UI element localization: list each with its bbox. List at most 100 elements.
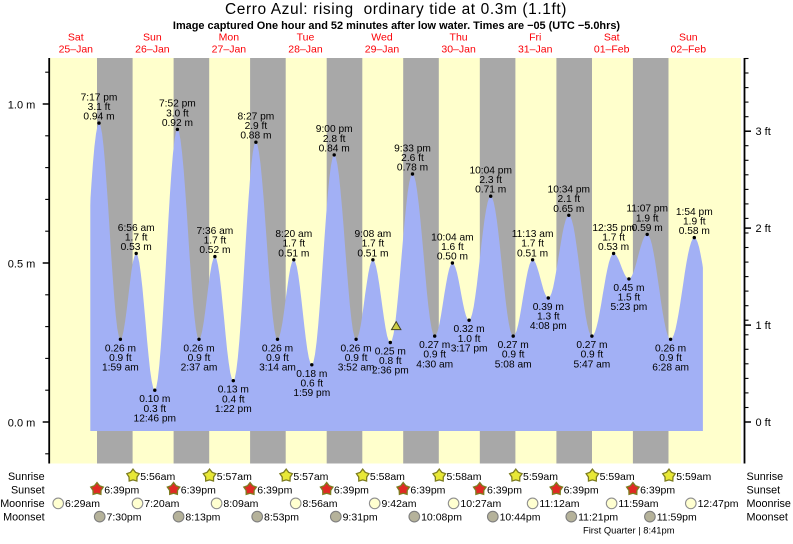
svg-text:Fri: Fri (529, 31, 541, 43)
svg-text:Sat: Sat (68, 31, 84, 43)
svg-text:Moonset: Moonset (747, 511, 788, 523)
svg-text:0.10 m: 0.10 m (139, 394, 170, 405)
svg-text:Moonset: Moonset (3, 511, 44, 523)
svg-text:0.9 ft: 0.9 ft (581, 350, 604, 361)
svg-text:11:21pm: 11:21pm (578, 511, 618, 523)
svg-text:1.9 ft: 1.9 ft (683, 217, 706, 228)
svg-text:1.9 ft: 1.9 ft (636, 213, 659, 224)
svg-text:1:22 pm: 1:22 pm (215, 404, 252, 415)
svg-text:9:33 pm: 9:33 pm (394, 143, 431, 154)
svg-text:7:30pm: 7:30pm (107, 511, 142, 523)
svg-text:12:46 pm: 12:46 pm (134, 413, 176, 424)
svg-text:1.0 ft: 1.0 ft (458, 334, 481, 345)
svg-text:6:39pm: 6:39pm (334, 484, 369, 496)
svg-text:Sunset: Sunset (11, 484, 45, 496)
svg-text:1.7 ft: 1.7 ft (125, 232, 148, 243)
svg-text:0.39 m: 0.39 m (533, 302, 564, 313)
svg-text:5:59am: 5:59am (600, 471, 635, 483)
svg-text:9:08 am: 9:08 am (354, 229, 391, 240)
svg-text:8:56am: 8:56am (303, 498, 338, 510)
svg-text:Sun: Sun (679, 31, 698, 43)
svg-text:6:39pm: 6:39pm (640, 484, 675, 496)
svg-text:2:37 am: 2:37 am (181, 363, 218, 374)
svg-text:0.27 m: 0.27 m (498, 340, 529, 351)
svg-text:5:58am: 5:58am (447, 471, 482, 483)
svg-text:0.9 ft: 0.9 ft (659, 353, 682, 364)
svg-text:25–Jan: 25–Jan (59, 43, 94, 55)
svg-text:11:07 pm: 11:07 pm (626, 204, 668, 215)
svg-text:First Quarter | 8:41pm: First Quarter | 8:41pm (583, 525, 675, 536)
svg-text:8:27 pm: 8:27 pm (237, 112, 274, 123)
svg-text:0.88 m: 0.88 m (240, 131, 271, 142)
svg-text:0.51 m: 0.51 m (357, 248, 388, 259)
svg-text:1:59 pm: 1:59 pm (293, 388, 330, 399)
svg-text:0.27 m: 0.27 m (419, 340, 450, 351)
svg-text:1.7 ft: 1.7 ft (521, 239, 544, 250)
svg-text:Tue: Tue (297, 31, 315, 43)
svg-text:Sunrise: Sunrise (8, 471, 45, 483)
svg-text:0.53 m: 0.53 m (598, 242, 629, 253)
svg-text:0.4 ft: 0.4 ft (222, 394, 245, 405)
svg-text:0.26 m: 0.26 m (105, 343, 136, 354)
svg-text:02–Feb: 02–Feb (670, 43, 706, 55)
svg-text:28–Jan: 28–Jan (288, 43, 323, 55)
svg-text:3.1 ft: 3.1 ft (88, 102, 111, 113)
svg-text:1:54 pm: 1:54 pm (676, 207, 713, 218)
svg-text:3:17 pm: 3:17 pm (451, 343, 488, 354)
svg-text:0.9 ft: 0.9 ft (345, 353, 368, 364)
svg-text:0.8 ft: 0.8 ft (379, 356, 402, 367)
svg-text:30–Jan: 30–Jan (441, 43, 476, 55)
svg-text:5:08 am: 5:08 am (495, 359, 532, 370)
svg-text:7:17 pm: 7:17 pm (81, 92, 118, 103)
svg-text:0.9 ft: 0.9 ft (502, 350, 525, 361)
svg-text:1 ft: 1 ft (756, 320, 771, 332)
svg-text:6:39pm: 6:39pm (181, 484, 216, 496)
svg-text:0.78 m: 0.78 m (397, 163, 428, 174)
svg-text:5:23 pm: 5:23 pm (610, 302, 647, 313)
svg-text:0.71 m: 0.71 m (475, 185, 506, 196)
svg-text:10:08pm: 10:08pm (421, 511, 462, 523)
svg-text:3:52 am: 3:52 am (338, 363, 375, 374)
svg-text:0.9 ft: 0.9 ft (423, 350, 446, 361)
svg-text:3 ft: 3 ft (756, 126, 771, 138)
svg-text:Wed: Wed (371, 31, 393, 43)
svg-text:6:28 am: 6:28 am (652, 363, 689, 374)
svg-text:Cerro Azul: rising ordinary t: Cerro Azul: rising ordinary tide at 0.3m… (225, 1, 567, 18)
svg-text:0.94 m: 0.94 m (83, 112, 114, 123)
svg-text:0.53 m: 0.53 m (121, 242, 152, 253)
svg-text:0.45 m: 0.45 m (613, 283, 644, 294)
svg-text:10:27am: 10:27am (460, 498, 501, 510)
svg-text:0.26 m: 0.26 m (262, 343, 293, 354)
svg-text:8:09am: 8:09am (223, 498, 258, 510)
svg-text:29–Jan: 29–Jan (365, 43, 400, 55)
svg-text:0.59 m: 0.59 m (632, 223, 663, 234)
svg-text:27–Jan: 27–Jan (212, 43, 247, 55)
svg-text:Thu: Thu (450, 31, 468, 43)
svg-text:4:30 am: 4:30 am (416, 359, 453, 370)
svg-text:Sun: Sun (143, 31, 162, 43)
svg-text:5:56am: 5:56am (140, 471, 175, 483)
svg-text:6:39pm: 6:39pm (257, 484, 292, 496)
svg-text:12:47pm: 12:47pm (698, 498, 739, 510)
svg-text:11:12am: 11:12am (539, 498, 579, 510)
svg-text:11:13 am: 11:13 am (512, 229, 554, 240)
svg-text:0.9 ft: 0.9 ft (188, 353, 211, 364)
svg-text:0.52 m: 0.52 m (199, 245, 230, 256)
svg-text:0.58 m: 0.58 m (679, 226, 710, 237)
svg-text:5:58am: 5:58am (370, 471, 405, 483)
svg-text:0.0 m: 0.0 m (8, 418, 36, 430)
svg-text:1.7 ft: 1.7 ft (602, 232, 625, 243)
svg-text:2:36 pm: 2:36 pm (372, 366, 409, 377)
svg-text:10:34 pm: 10:34 pm (548, 185, 590, 196)
svg-text:2.6 ft: 2.6 ft (401, 153, 424, 164)
svg-text:2 ft: 2 ft (756, 223, 771, 235)
svg-text:6:29am: 6:29am (65, 498, 100, 510)
svg-text:0.5 m: 0.5 m (8, 259, 36, 271)
svg-text:8:13pm: 8:13pm (185, 511, 220, 523)
svg-text:7:20am: 7:20am (144, 498, 179, 510)
svg-text:1.5 ft: 1.5 ft (618, 293, 641, 304)
svg-text:0.3 ft: 0.3 ft (143, 404, 166, 415)
svg-text:3.0 ft: 3.0 ft (166, 108, 189, 119)
svg-text:0.50 m: 0.50 m (437, 252, 468, 263)
svg-text:6:39pm: 6:39pm (564, 484, 599, 496)
